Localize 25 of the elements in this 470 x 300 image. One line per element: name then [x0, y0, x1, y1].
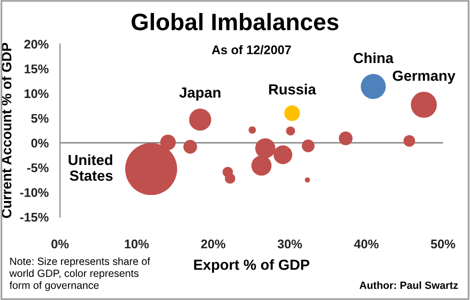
y-axis-title: Current Account % of GDP — [1, 42, 12, 218]
annotation: Japan — [179, 88, 220, 101]
annotation: Germany — [392, 70, 456, 84]
annotation: China — [354, 52, 394, 64]
chart-subtitle: As of 12/2007 — [212, 45, 291, 54]
x-tick-label: 30% — [278, 240, 302, 248]
x-tick-label: 10% — [124, 240, 149, 248]
y-tick-label: -15% — [20, 212, 49, 222]
text: Note: Size represents share of world GDP, color represents form of governance — [9, 257, 150, 291]
x-tick-label: 0% — [51, 240, 69, 248]
y-tick-label: -10% — [20, 188, 49, 197]
x-tick-label: 20% — [201, 240, 226, 248]
y-tick-label: 10% — [24, 89, 49, 98]
text: Author: Paul Swartz — [360, 281, 458, 289]
chart-title: Global Imbalances — [132, 12, 338, 30]
annotation: United States — [68, 154, 113, 181]
y-tick-label: -5% — [27, 163, 49, 172]
annotation: Russia — [269, 84, 316, 95]
x-tick-label: 50% — [430, 240, 456, 248]
y-tick-label: 20% — [24, 40, 49, 49]
x-tick-label: 40% — [354, 240, 379, 248]
y-tick-label: 5% — [31, 114, 49, 123]
y-tick-label: 15% — [24, 64, 49, 74]
x-axis-title: Export % of GDP — [194, 259, 310, 273]
y-tick-label: 0% — [31, 138, 49, 148]
